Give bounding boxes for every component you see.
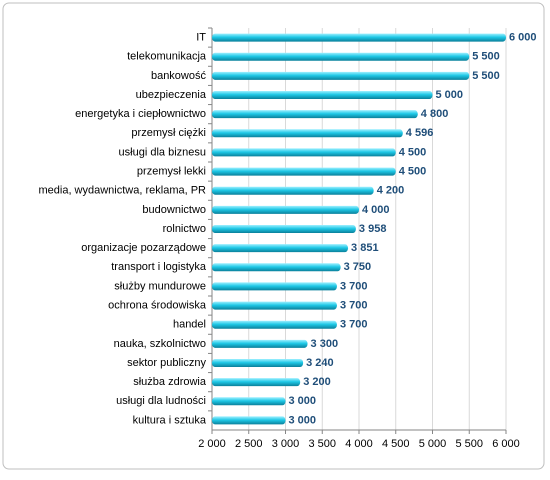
x-tick-label: 5 500 [455, 438, 483, 450]
y-tick-label: sektor publiczny [127, 357, 206, 369]
y-tick-label: handel [173, 319, 206, 331]
y-tick-label: ochrona środowiska [108, 299, 207, 311]
x-tick-label: 5 000 [419, 438, 447, 450]
bar [212, 167, 396, 176]
bar [212, 263, 341, 272]
bar [212, 339, 308, 348]
bar [212, 397, 286, 406]
bar [212, 244, 349, 253]
bar [212, 378, 301, 387]
value-label: 4 000 [362, 204, 390, 216]
value-label: 3 958 [359, 223, 387, 235]
value-label: 3 240 [306, 357, 334, 369]
bar [212, 52, 470, 61]
bar [212, 129, 403, 138]
bar [212, 301, 337, 310]
x-tick-label: 2 500 [235, 438, 263, 450]
value-label: 3 000 [289, 395, 317, 407]
y-tick-label: nauka, szkolnictwo [114, 338, 206, 350]
bar [212, 416, 286, 425]
y-tick-label: służba zdrowia [133, 376, 207, 388]
y-tick-label: budownictwo [142, 204, 206, 216]
bar [212, 110, 418, 119]
y-tick-label: usługi dla ludności [116, 395, 206, 407]
y-tick-label: ubezpieczenia [136, 89, 207, 101]
y-tick-label: bankowość [151, 70, 207, 82]
bar [212, 33, 506, 42]
bar [212, 148, 396, 157]
value-label: 5 500 [472, 51, 500, 63]
value-label: 4 800 [421, 108, 449, 120]
y-tick-label: przemysł lekki [137, 165, 206, 177]
y-tick-label: przemysł ciężki [131, 127, 206, 139]
value-label: 3 851 [351, 242, 379, 254]
value-label: 3 700 [340, 299, 368, 311]
bar [212, 320, 337, 329]
y-tick-label: transport i logistyka [111, 261, 207, 273]
x-tick-label: 2 000 [198, 438, 226, 450]
bar [212, 225, 356, 233]
x-tick-label: 3 000 [272, 438, 300, 450]
value-label: 4 500 [399, 165, 427, 177]
x-tick-label: 3 500 [308, 438, 336, 450]
bar [212, 186, 374, 195]
y-tick-label: usługi dla biznesu [119, 146, 206, 158]
bar [212, 205, 359, 214]
y-tick-label: rolnictwo [163, 223, 206, 235]
y-tick-label: organizacje pozarządowe [81, 242, 206, 254]
value-label: 4 500 [399, 146, 427, 158]
x-tick-label: 4 000 [345, 438, 373, 450]
y-tick-label: energetyka i ciepłownictwo [75, 108, 206, 120]
chart-frame [2, 2, 545, 470]
value-label: 5 500 [472, 70, 500, 82]
value-label: 3 700 [340, 319, 368, 331]
y-tick-label: IT [196, 31, 206, 43]
y-tick-label: media, wydawnictwa, reklama, PR [38, 185, 206, 197]
x-tick-label: 6 000 [492, 438, 520, 450]
y-tick-label: kultura i sztuka [133, 414, 207, 426]
value-label: 5 000 [436, 89, 464, 101]
value-label: 6 000 [509, 31, 537, 43]
x-tick-label: 4 500 [382, 438, 410, 450]
value-label: 3 700 [340, 280, 368, 292]
y-tick-label: służby mundurowe [114, 280, 206, 292]
bar [212, 359, 304, 367]
value-label: 4 200 [377, 185, 405, 197]
value-label: 3 750 [344, 261, 372, 273]
value-label: 3 000 [289, 414, 317, 426]
bar [212, 282, 337, 291]
value-label: 4 596 [406, 127, 434, 139]
value-label: 3 200 [303, 376, 331, 388]
bar [212, 71, 470, 80]
value-label: 3 300 [311, 338, 339, 350]
bar [212, 91, 433, 99]
y-tick-label: telekomunikacja [127, 51, 207, 63]
